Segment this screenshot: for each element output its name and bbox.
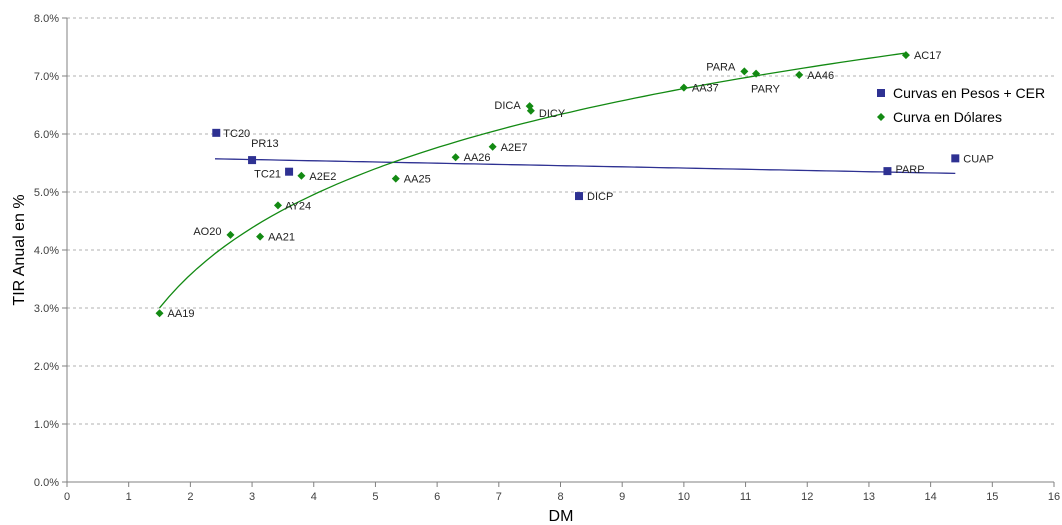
marker-diamond-pary bbox=[752, 69, 761, 78]
x-tick-label: 8 bbox=[557, 491, 563, 503]
marker-diamond-ao20 bbox=[226, 230, 235, 239]
marker-square-pr13 bbox=[248, 156, 257, 165]
grid-lines bbox=[67, 17, 1054, 425]
marker-diamond-aa21 bbox=[256, 232, 265, 241]
marker-square-dicp bbox=[575, 192, 584, 201]
point-label: PR13 bbox=[251, 138, 279, 150]
point-label: AA26 bbox=[464, 152, 491, 164]
x-tick-label: 12 bbox=[801, 491, 813, 503]
marker-diamond-dicy bbox=[526, 106, 535, 115]
x-tick-label: 7 bbox=[496, 491, 502, 503]
data-points bbox=[155, 51, 960, 318]
point-label: AA19 bbox=[168, 308, 195, 320]
marker-diamond-aa25 bbox=[391, 174, 400, 183]
axes: 0.0%1.0%2.0%3.0%4.0%5.0%6.0%7.0%8.0%0 1 2 3… bbox=[34, 13, 1060, 503]
y-tick-label: 5.0% bbox=[34, 187, 59, 199]
y-tick-label: 4.0% bbox=[34, 245, 59, 257]
legend-label: Curva en Dólares bbox=[893, 109, 1002, 125]
marker-diamond-para bbox=[740, 67, 749, 76]
legend-diamond-icon bbox=[877, 113, 885, 121]
marker-diamond-aa26 bbox=[451, 153, 460, 162]
x-axis-title: DM bbox=[549, 508, 574, 525]
point-label: DICY bbox=[539, 108, 566, 120]
y-axis-title: TIR Anual en % bbox=[11, 194, 28, 305]
point-label: AC17 bbox=[914, 50, 942, 62]
marker-square-tc20 bbox=[212, 128, 221, 137]
point-label: A2E2 bbox=[309, 171, 336, 183]
x-tick-label: 13 bbox=[863, 491, 875, 503]
legend-label: Curvas en Pesos + CER bbox=[893, 85, 1045, 101]
point-label: DICP bbox=[587, 191, 613, 203]
point-label: AA25 bbox=[404, 174, 431, 186]
point-label: TC21 bbox=[254, 169, 281, 181]
marker-diamond-a2e2 bbox=[297, 171, 306, 180]
point-label: A2E7 bbox=[501, 142, 528, 154]
x-tick-label: 5 bbox=[372, 491, 378, 503]
x-tick-label: 3 bbox=[249, 491, 255, 503]
marker-diamond-aa46 bbox=[795, 70, 804, 79]
point-label: PARP bbox=[895, 164, 924, 176]
legend-square-icon bbox=[877, 89, 885, 97]
trendlines bbox=[159, 52, 956, 309]
y-tick-label: 7.0% bbox=[34, 71, 59, 83]
x-tick-label: 6 bbox=[434, 491, 440, 503]
x-tick-label: 14 bbox=[925, 491, 937, 503]
y-tick-label: 2.0% bbox=[34, 361, 59, 373]
legend: Curvas en Pesos + CER Curva en Dólares bbox=[877, 85, 1045, 125]
x-tick-label: 11 bbox=[740, 491, 751, 503]
point-label: PARY bbox=[751, 84, 781, 96]
x-tick-label: 16 bbox=[1048, 491, 1060, 503]
marker-diamond-a2e7 bbox=[488, 142, 497, 151]
x-tick-label: 9 bbox=[619, 491, 625, 503]
marker-square-parp bbox=[883, 167, 892, 176]
trendline-series-1 bbox=[159, 52, 906, 309]
marker-diamond-aa19 bbox=[155, 309, 164, 318]
point-label: CUAP bbox=[963, 153, 994, 165]
point-label: TC20 bbox=[223, 128, 250, 140]
point-label: AA37 bbox=[692, 83, 719, 95]
point-label: PARA bbox=[706, 61, 736, 73]
x-tick-label: 15 bbox=[986, 491, 998, 503]
point-label: AA21 bbox=[268, 232, 295, 244]
x-tick-label: 0 bbox=[64, 491, 70, 503]
marker-square-cuap bbox=[951, 154, 960, 163]
trendline-series-0 bbox=[214, 158, 956, 175]
x-tick-label: 10 bbox=[678, 491, 690, 503]
x-tick-label: 1 bbox=[126, 491, 132, 503]
y-tick-label: 6.0% bbox=[34, 129, 59, 141]
marker-square-tc21 bbox=[285, 167, 294, 176]
point-label: DICA bbox=[494, 100, 521, 112]
x-tick-label: 4 bbox=[311, 491, 317, 503]
y-tick-label: 0.0% bbox=[34, 477, 59, 489]
y-tick-label: 8.0% bbox=[34, 13, 59, 25]
y-tick-label: 3.0% bbox=[34, 303, 59, 315]
y-tick-label: 1.0% bbox=[34, 419, 59, 431]
point-label: AO20 bbox=[193, 226, 221, 238]
point-label: AY24 bbox=[285, 200, 311, 212]
point-label: AA46 bbox=[807, 70, 834, 82]
x-tick-label: 2 bbox=[187, 491, 193, 503]
marker-diamond-ay24 bbox=[273, 201, 282, 210]
marker-diamond-ac17 bbox=[901, 51, 910, 60]
marker-diamond-aa37 bbox=[679, 83, 688, 92]
